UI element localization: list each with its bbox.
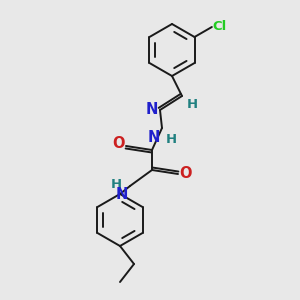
Text: H: H	[166, 133, 177, 146]
Text: H: H	[111, 178, 122, 190]
Text: N: N	[116, 187, 128, 202]
Text: Cl: Cl	[213, 20, 227, 34]
Text: H: H	[187, 98, 198, 111]
Text: N: N	[148, 130, 160, 145]
Text: N: N	[146, 103, 158, 118]
Text: O: O	[179, 167, 191, 182]
Text: O: O	[112, 136, 125, 152]
